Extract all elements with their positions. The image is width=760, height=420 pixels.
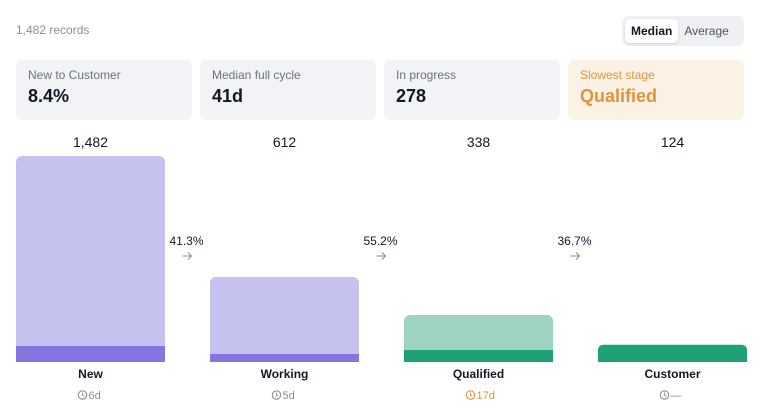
kpi-label: Slowest stage	[580, 68, 655, 82]
kpi-value: 41d	[212, 86, 244, 106]
stage-duration-label: 17d	[477, 390, 495, 402]
funnel-bar	[598, 344, 747, 362]
arrow-right-icon	[570, 252, 581, 260]
conversion-rate-label: 36.7%	[557, 234, 591, 248]
kpi-card-conversion: New to Customer 8.4%	[16, 60, 192, 120]
stage-count-label: 124	[661, 134, 685, 150]
funnel-bar-base	[210, 354, 359, 362]
stage-duration-label: 5d	[283, 390, 295, 402]
kpi-card-in-progress: In progress 278	[384, 60, 560, 120]
stage-duration-label: 6d	[89, 390, 101, 402]
arrow-right-icon	[182, 252, 193, 260]
clock-icon	[77, 390, 88, 400]
toggle-average[interactable]: Average	[684, 24, 729, 38]
kpi-value: 8.4%	[28, 86, 70, 106]
funnel-bar-base	[16, 346, 165, 362]
kpi-label: In progress	[396, 68, 457, 82]
clock-icon	[465, 390, 476, 400]
metric-toggle[interactable]: Median Average	[622, 16, 744, 46]
stage-duration-label: —	[671, 390, 682, 402]
conversion-rate-label: 55.2%	[363, 234, 397, 248]
clock-icon	[659, 390, 670, 400]
kpi-card-slowest-stage: Slowest stage Qualified	[568, 60, 744, 120]
stage-name-label: Working	[261, 367, 309, 381]
funnel-bar-base	[404, 350, 553, 362]
toggle-median[interactable]: Median	[625, 19, 679, 43]
stage-count-label: 338	[467, 134, 491, 150]
kpi-label: New to Customer	[28, 68, 121, 82]
records-count: 1,482 records	[16, 23, 90, 37]
stage-name-label: Customer	[644, 367, 700, 381]
funnel-bar	[16, 156, 165, 362]
stage-count-label: 612	[273, 134, 297, 150]
kpi-card-cycle: Median full cycle 41d	[200, 60, 376, 120]
conversion-rate-label: 41.3%	[169, 234, 203, 248]
kpi-label: Median full cycle	[212, 68, 301, 82]
kpi-value: Qualified	[580, 86, 658, 106]
stage-name-label: Qualified	[453, 367, 504, 381]
arrow-right-icon	[376, 252, 387, 260]
funnel-bar	[210, 276, 359, 362]
kpi-value: 278	[396, 86, 427, 106]
clock-icon	[271, 390, 282, 400]
stage-name-label: New	[78, 367, 103, 381]
stage-count-label: 1,482	[73, 134, 108, 150]
